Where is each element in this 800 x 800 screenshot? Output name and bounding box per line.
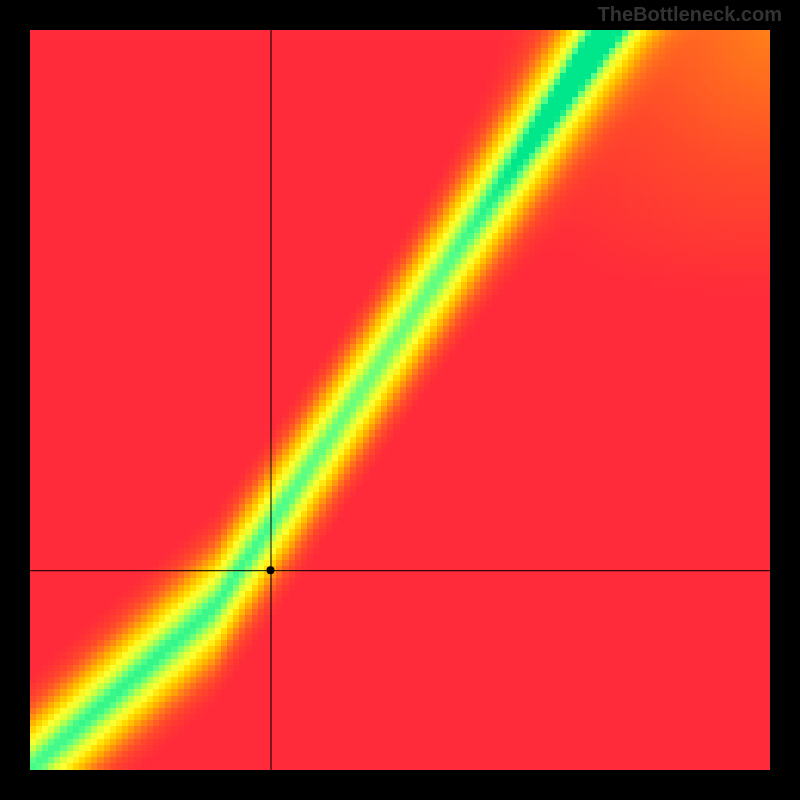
watermark-text: TheBottleneck.com xyxy=(598,4,782,27)
bottleneck-heatmap xyxy=(30,30,770,770)
chart-container: TheBottleneck.com xyxy=(0,0,800,800)
